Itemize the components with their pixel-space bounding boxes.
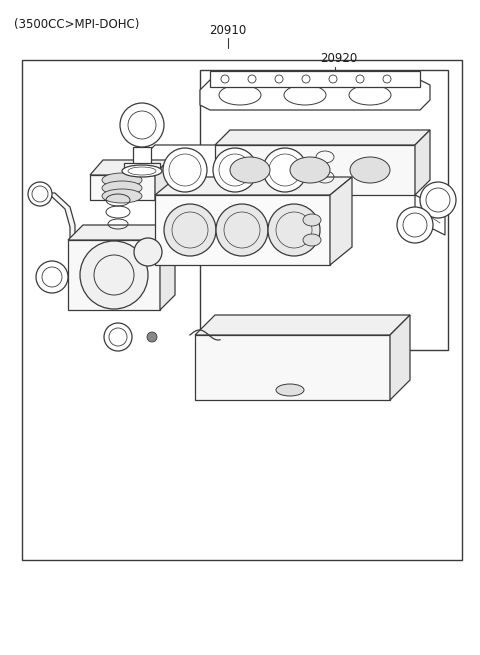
Polygon shape [390,315,410,400]
Circle shape [28,182,52,206]
Circle shape [147,332,157,342]
Polygon shape [40,193,75,252]
Ellipse shape [102,181,142,195]
Ellipse shape [290,157,330,183]
Polygon shape [68,225,175,240]
Text: 20920: 20920 [320,52,357,65]
Polygon shape [155,177,352,195]
Polygon shape [124,163,160,169]
Bar [22,60,462,560]
Ellipse shape [276,384,304,396]
Text: 20910: 20910 [209,24,247,37]
Circle shape [216,204,268,256]
Polygon shape [215,130,430,145]
Circle shape [120,103,164,147]
Polygon shape [140,145,340,195]
Ellipse shape [303,234,321,246]
Ellipse shape [102,189,142,203]
Circle shape [163,148,207,192]
Polygon shape [330,177,352,265]
Polygon shape [215,145,415,195]
Circle shape [104,323,132,351]
Bar [210,71,420,87]
Ellipse shape [350,157,390,183]
Circle shape [263,148,307,192]
Circle shape [420,182,456,218]
Polygon shape [90,160,168,175]
Circle shape [134,238,162,266]
Circle shape [80,241,148,309]
Circle shape [164,204,216,256]
Ellipse shape [128,167,156,175]
Circle shape [213,148,257,192]
Polygon shape [415,195,445,235]
Polygon shape [68,240,160,310]
Polygon shape [160,225,175,310]
Circle shape [36,261,68,293]
Polygon shape [90,175,155,200]
Polygon shape [155,195,330,265]
Polygon shape [415,130,430,195]
Ellipse shape [102,173,142,187]
Polygon shape [195,335,390,400]
Text: (3500CC>MPI-DOHC): (3500CC>MPI-DOHC) [14,18,139,31]
Bar [200,70,448,350]
Polygon shape [155,160,168,200]
Ellipse shape [122,165,162,177]
Circle shape [268,204,320,256]
Polygon shape [133,147,151,165]
Polygon shape [195,315,410,335]
Ellipse shape [303,214,321,226]
Circle shape [397,207,433,243]
Ellipse shape [230,157,270,183]
Polygon shape [200,80,430,110]
